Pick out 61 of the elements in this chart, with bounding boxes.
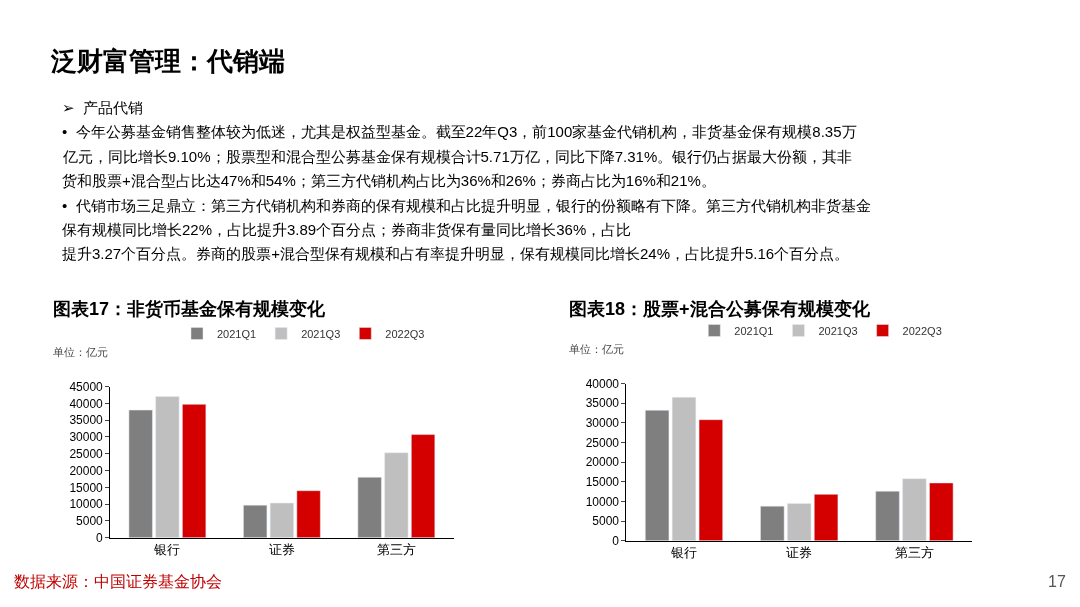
bar: [929, 482, 954, 541]
legend-label: 2022Q3: [385, 327, 425, 340]
y-tick-label: 10000: [69, 497, 104, 512]
y-tick-label: 5000: [76, 514, 104, 529]
text: ➢ 产品代销: [62, 99, 144, 116]
x-tick-label: 第三方: [894, 545, 934, 561]
bar: [645, 410, 670, 541]
bar: [296, 490, 321, 538]
y-tick-label: 30000: [69, 430, 104, 445]
x-tick-label: 证券: [268, 542, 295, 558]
text: • 今年公募基金销售整体较为低迷，尤其是权益型基金。截至22年Q3，前100家基金代销机构，非货基金保有规模8.35万: [62, 123, 857, 140]
y-tick-label: 30000: [585, 416, 620, 431]
legend-label: 2021Q3: [818, 324, 858, 337]
y-tick-label: 20000: [585, 455, 620, 470]
bar: [128, 409, 153, 538]
y-axis-title: 单位：亿元: [569, 343, 624, 355]
chart-title: 图表18：股票+混合公募保有规模变化: [569, 299, 871, 319]
x-tick-label: 证券: [786, 545, 813, 561]
x-tick-label: 银行: [670, 545, 697, 561]
bar: [411, 434, 436, 538]
text: 泛财富管理：代销端: [50, 46, 285, 76]
y-tick-label: 25000: [585, 435, 620, 450]
bar: [357, 477, 382, 538]
bar: [671, 397, 697, 541]
text: 保有规模同比增长22%，占比提升3.89个百分点；券商非货保有量同比增长36%，占比: [62, 221, 632, 238]
x-tick-label: 第三方: [376, 542, 416, 558]
chart-title: 图表17：非货币基金保有规模变化: [53, 299, 327, 319]
text: 提升3.27个百分点。券商的股票+混合型保有规模和占有率提升明显，保有规模同比增长24%，占比提升5.16个百分点。: [62, 245, 850, 262]
y-tick-label: 35000: [69, 413, 104, 428]
y-tick-label: 0: [612, 533, 620, 548]
legend-label: 2021Q1: [734, 324, 774, 337]
text: 17: [1048, 573, 1066, 590]
y-axis-title: 单位：亿元: [53, 346, 108, 358]
y-tick-label: 25000: [69, 446, 104, 461]
legend-label: 2021Q3: [301, 327, 341, 340]
bar: [814, 494, 839, 541]
bar: [155, 396, 180, 538]
bar: [875, 490, 900, 541]
bar: [384, 452, 409, 538]
text: 亿元，同比增长9.10%；股票型和混合型公募基金保有规模合计5.71万亿，同比下降7.31%。银行仍占据最大份额，其非: [62, 148, 853, 165]
text: • 代销市场三足鼎立：第三方代销机构和券商的保有规模和占比提升明显，银行的份额略有下降。第三方代销机构非货基金: [62, 197, 871, 214]
y-tick-label: 40000: [69, 396, 104, 411]
source-note: 数据来源：中国证券基金协会: [14, 573, 222, 590]
y-tick-label: 15000: [585, 474, 620, 489]
text: 货和股票+混合型占比达47%和54%；第三方代销机构占比为36%和26%；券商占比为16%和21%。: [62, 172, 716, 189]
y-tick-label: 5000: [592, 514, 620, 529]
legend-label: 2022Q3: [902, 324, 942, 337]
y-tick-label: 35000: [585, 396, 620, 411]
bar: [902, 478, 927, 541]
y-tick-label: 20000: [69, 463, 104, 478]
y-tick-label: 40000: [585, 376, 620, 391]
x-tick-label: 银行: [153, 542, 181, 558]
bar: [760, 505, 785, 541]
y-tick-label: 45000: [69, 379, 104, 394]
y-tick-label: 15000: [69, 480, 104, 495]
bar: [787, 503, 812, 541]
bar: [182, 404, 207, 538]
legend-label: 2021Q1: [216, 327, 257, 340]
y-tick-label: 10000: [585, 494, 620, 509]
y-tick-label: 0: [96, 530, 104, 545]
bar: [698, 419, 723, 541]
